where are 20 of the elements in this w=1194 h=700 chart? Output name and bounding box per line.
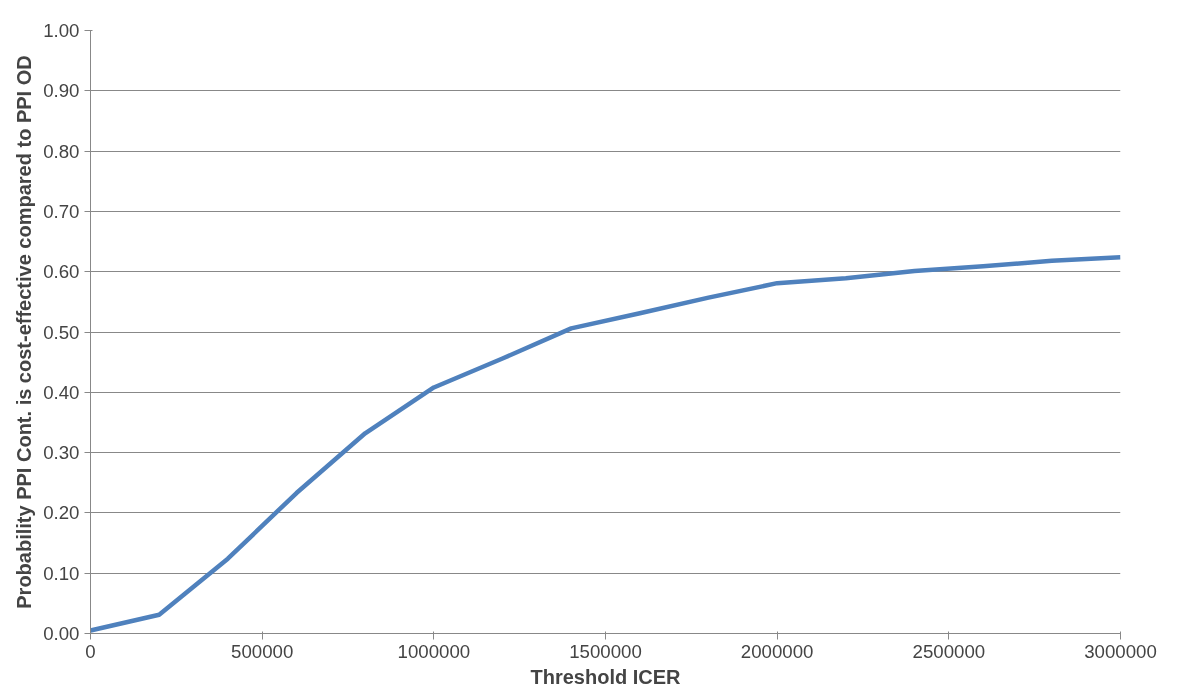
x-tick-label: 2000000 bbox=[740, 640, 814, 662]
y-tick-label: 0.20 bbox=[43, 502, 80, 524]
y-tick-label: 1.00 bbox=[43, 20, 80, 41]
y-axis-title: Probability PPI Cont. is cost-effective compared to PPI OD bbox=[13, 55, 36, 609]
y-tick-label: 0.70 bbox=[43, 200, 80, 222]
y-tick-label: 0.40 bbox=[43, 381, 80, 403]
x-tick-label: 1000000 bbox=[397, 640, 471, 662]
x-tick-label: 0 bbox=[85, 640, 96, 662]
x-tick-label: 2500000 bbox=[912, 640, 986, 662]
y-tick-label: 0.80 bbox=[43, 140, 80, 162]
x-axis-title: Threshold ICER bbox=[530, 665, 682, 688]
x-tick-label: 1500000 bbox=[569, 640, 642, 662]
y-tick-label: 0.10 bbox=[43, 562, 80, 584]
x-tick-label: 500000 bbox=[231, 640, 294, 662]
y-tick-label: 0.60 bbox=[43, 261, 80, 283]
y-tick-label: 0.90 bbox=[43, 80, 80, 102]
y-tick-label: 0.00 bbox=[43, 623, 80, 644]
y-tick-label: 0.50 bbox=[43, 321, 80, 343]
y-tick-label: 0.30 bbox=[43, 442, 80, 464]
x-tick-label: 3000000 bbox=[1084, 640, 1157, 662]
